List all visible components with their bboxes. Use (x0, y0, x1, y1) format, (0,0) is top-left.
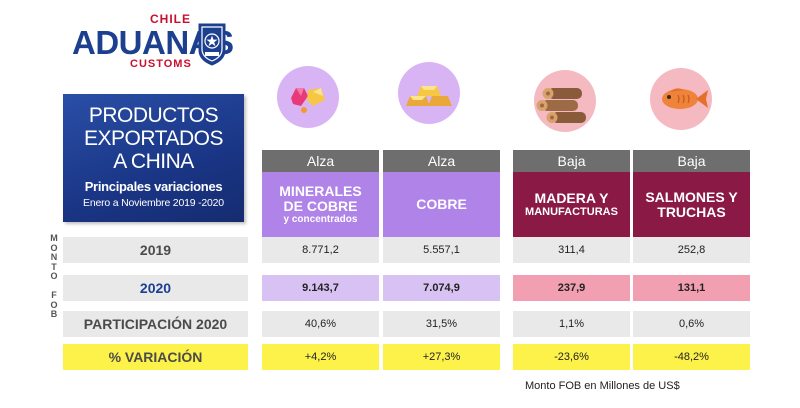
fish-icon (650, 68, 712, 130)
logo-customs-text: CUSTOMS (130, 58, 192, 70)
product-name-minerales: MINERALES DE COBRE (279, 182, 362, 214)
cell-salmones-2020: 131,1 (633, 275, 750, 301)
title-line-3: A CHINA (113, 150, 194, 173)
trend-header-minerales: Alza (262, 150, 379, 172)
minerals-icon (277, 66, 339, 128)
cell-cobre-2020: 7.074,9 (383, 275, 500, 301)
title-period: Enero a Noviembre 2019 -2020 (83, 197, 224, 209)
product-header-cobre: COBRE (383, 172, 500, 237)
cell-minerales-share: 40,6% (262, 311, 379, 337)
cell-madera-2019: 311,4 (513, 237, 630, 263)
trend-header-salmones: Baja (633, 150, 750, 172)
title-subtitle: Principales variaciones (84, 179, 223, 194)
trend-header-cobre: Alza (383, 150, 500, 172)
cell-cobre-share: 31,5% (383, 311, 500, 337)
shield-logo-icon (198, 23, 226, 66)
cell-cobre-variation: +27,3% (383, 344, 500, 370)
product-sub-minerales: y concentrados (283, 213, 358, 225)
logo-chile-text: CHILE (150, 12, 191, 26)
copper-bars-icon (398, 62, 460, 124)
cell-madera-share: 1,1% (513, 311, 630, 337)
product-header-salmones: SALMONES Y TRUCHAS (633, 172, 750, 237)
trend-header-madera: Baja (513, 150, 630, 172)
cell-salmones-share: 0,6% (633, 311, 750, 337)
row-label-share: PARTICIPACIÓN 2020 (63, 311, 248, 337)
cell-cobre-2019: 5.557,1 (383, 237, 500, 263)
cell-salmones-variation: -48,2% (633, 344, 750, 370)
product-header-minerales: MINERALES DE COBRE y concentrados (262, 172, 379, 237)
product-name-madera: MADERA Y (534, 190, 609, 206)
cell-minerales-2019: 8.771,2 (262, 237, 379, 263)
cell-madera-2020: 237,9 (513, 275, 630, 301)
product-name-cobre: COBRE (416, 196, 467, 212)
product-name-salmones: SALMONES Y TRUCHAS (645, 188, 738, 220)
cell-minerales-2020: 9.143,7 (262, 275, 379, 301)
row-label-2019: 2019 (63, 237, 248, 263)
cell-minerales-variation: +4,2% (262, 344, 379, 370)
row-label-variation: % VARIACIÓN (63, 344, 248, 370)
title-line-1: PRODUCTOS (88, 104, 219, 127)
product-header-madera: MADERA Y MANUFACTURAS (513, 172, 630, 237)
product-sub-madera: MANUFACTURAS (525, 206, 618, 218)
wood-logs-icon (534, 70, 596, 132)
cell-salmones-2019: 252,8 (633, 237, 750, 263)
title-line-2: EXPORTADOS (84, 127, 223, 150)
cell-madera-variation: -23,6% (513, 344, 630, 370)
title-box: PRODUCTOS EXPORTADOS A CHINA Principales… (63, 94, 244, 222)
footnote: Monto FOB en Millones de US$ (525, 380, 680, 392)
row-label-2020: 2020 (63, 275, 248, 301)
